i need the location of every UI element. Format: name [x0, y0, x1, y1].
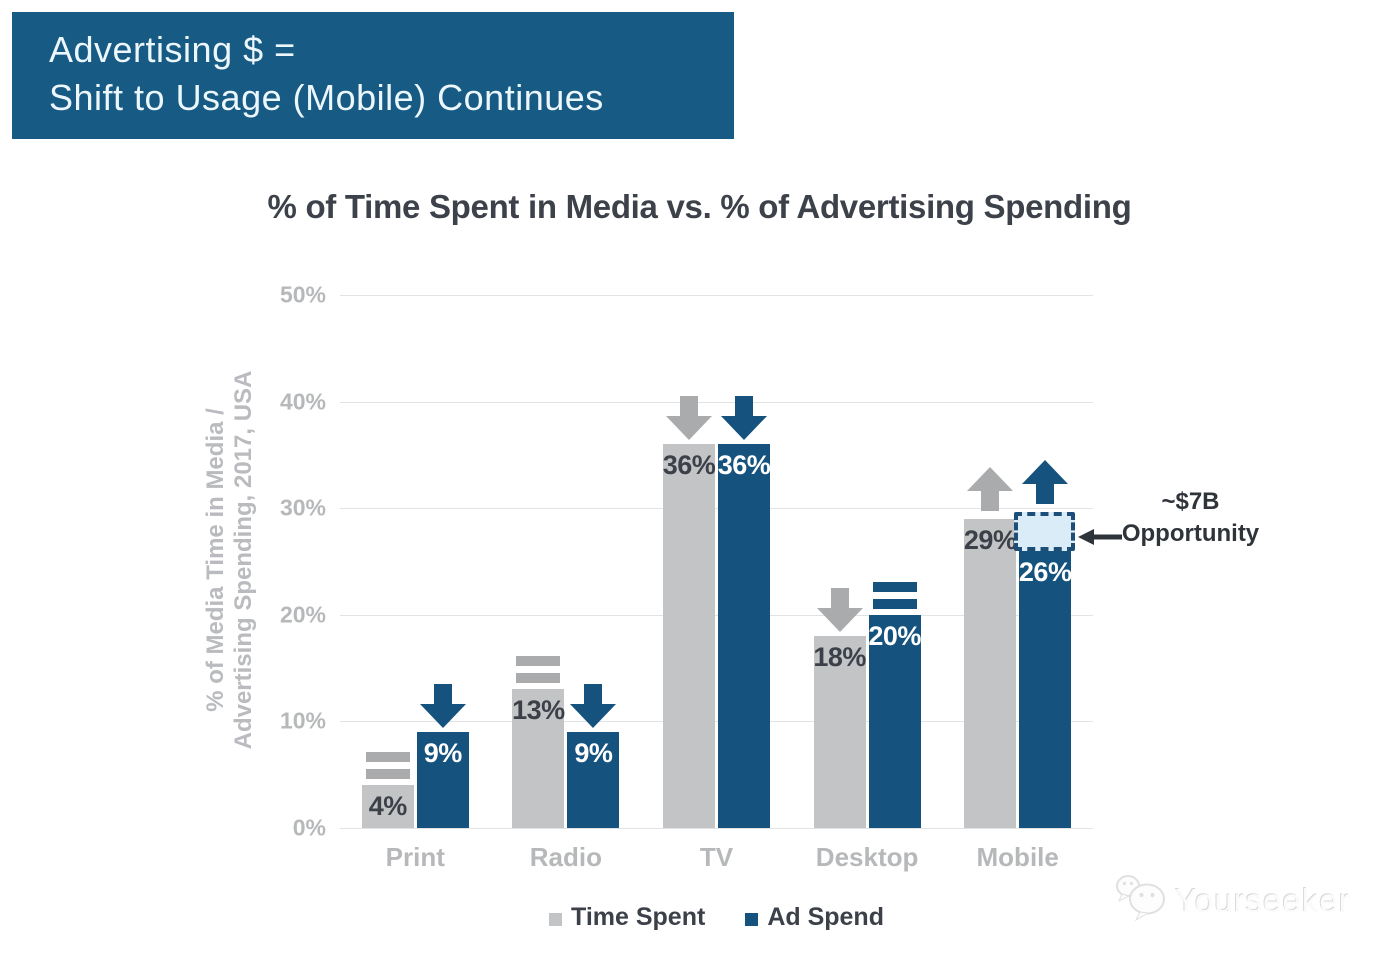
down-arrow-icon	[816, 588, 863, 633]
bar-tv-ad-spend: 36%	[718, 444, 771, 828]
bar-print-time-spent: 4%	[361, 785, 414, 828]
y-axis-label-line2: Advertising Spending, 2017, USA	[230, 370, 257, 750]
header-title-line2: Shift to Usage (Mobile) Continues	[49, 77, 604, 118]
up-arrow-icon	[967, 466, 1014, 511]
legend-label-time-spent: Time Spent	[571, 903, 706, 931]
gridline-30%	[340, 508, 1093, 510]
bar-value-label: 36%	[662, 450, 716, 481]
gridline-40%	[340, 401, 1093, 403]
y-axis-label-line1: % of Media Time in Media /	[202, 408, 229, 712]
bar-mobile-ad-spend: 26%	[1019, 550, 1072, 828]
bar-desktop-ad-spend: 20%	[868, 614, 921, 828]
gridline-0%	[340, 828, 1093, 829]
y-tick-0%: 0%	[292, 814, 326, 841]
x-label-radio: Radio	[529, 842, 602, 872]
watermark-text: Yourseeker	[1175, 881, 1351, 919]
chart-title: % of Time Spent in Media vs. % of Advert…	[267, 188, 1132, 225]
watermark: Yourseeker	[1113, 872, 1351, 929]
down-arrow-icon	[721, 396, 767, 441]
equals-icon	[872, 581, 917, 609]
x-label-print: Print	[385, 842, 445, 872]
down-arrow-icon	[419, 684, 466, 729]
bar-value-label: 9%	[423, 738, 463, 769]
bar-mobile-time-spent: 29%	[964, 518, 1017, 828]
opportunity-dashed-box	[1014, 512, 1076, 551]
bar-radio-ad-spend: 9%	[567, 732, 620, 828]
down-arrow-icon	[666, 396, 712, 441]
bar-value-label: 9%	[574, 738, 613, 769]
x-label-mobile: Mobile	[976, 842, 1059, 872]
bar-value-label: 36%	[717, 450, 771, 481]
y-axis-label: % of Media Time in Media / Advertising S…	[202, 371, 258, 750]
time-spent-swatch-icon	[549, 912, 563, 926]
left-arrow-icon	[1078, 529, 1122, 550]
x-label-desktop: Desktop	[815, 842, 919, 872]
bar-value-label: 13%	[512, 695, 565, 726]
bar-value-label: 18%	[813, 642, 866, 673]
opportunity-annotation: ~$7B Opportunity	[1103, 486, 1278, 550]
chart-legend: Time Spent Ad Spend	[340, 903, 1093, 932]
equals-icon	[365, 752, 410, 780]
bar-radio-time-spent: 13%	[512, 689, 565, 828]
header-banner: Advertising $ = Shift to Usage (Mobile) …	[12, 12, 734, 139]
x-label-tv: TV	[699, 842, 734, 872]
down-arrow-icon	[570, 684, 617, 729]
up-arrow-icon	[1022, 460, 1069, 505]
y-tick-50%: 50%	[279, 281, 326, 308]
gridline-50%	[340, 295, 1093, 296]
header-title-line1: Advertising $ =	[49, 29, 296, 70]
bar-value-label: 29%	[963, 524, 1017, 555]
bar-value-label: 20%	[868, 620, 921, 651]
bar-value-label: 4%	[368, 791, 408, 822]
y-tick-10%: 10%	[279, 707, 326, 734]
legend-label-ad-spend: Ad Spend	[767, 903, 884, 931]
gridline-10%	[340, 721, 1093, 723]
legend-item-ad-spend: Ad Spend	[745, 903, 884, 932]
y-tick-20%: 20%	[279, 601, 326, 628]
bar-tv-time-spent: 36%	[663, 444, 716, 828]
annotation-line1: ~$7B	[1161, 488, 1220, 515]
y-tick-30%: 30%	[279, 494, 326, 521]
bar-print-ad-spend: 9%	[416, 732, 469, 828]
annotation-line2: Opportunity	[1121, 520, 1260, 547]
bar-value-label: 26%	[1018, 556, 1072, 587]
equals-icon	[516, 656, 561, 684]
chat-bubbles-icon	[1113, 872, 1169, 929]
gridline-20%	[340, 614, 1093, 616]
ad-spend-swatch-icon	[745, 912, 759, 926]
legend-item-time-spent: Time Spent	[549, 903, 705, 932]
bar-desktop-time-spent: 18%	[813, 636, 866, 828]
y-tick-40%: 40%	[279, 388, 326, 415]
